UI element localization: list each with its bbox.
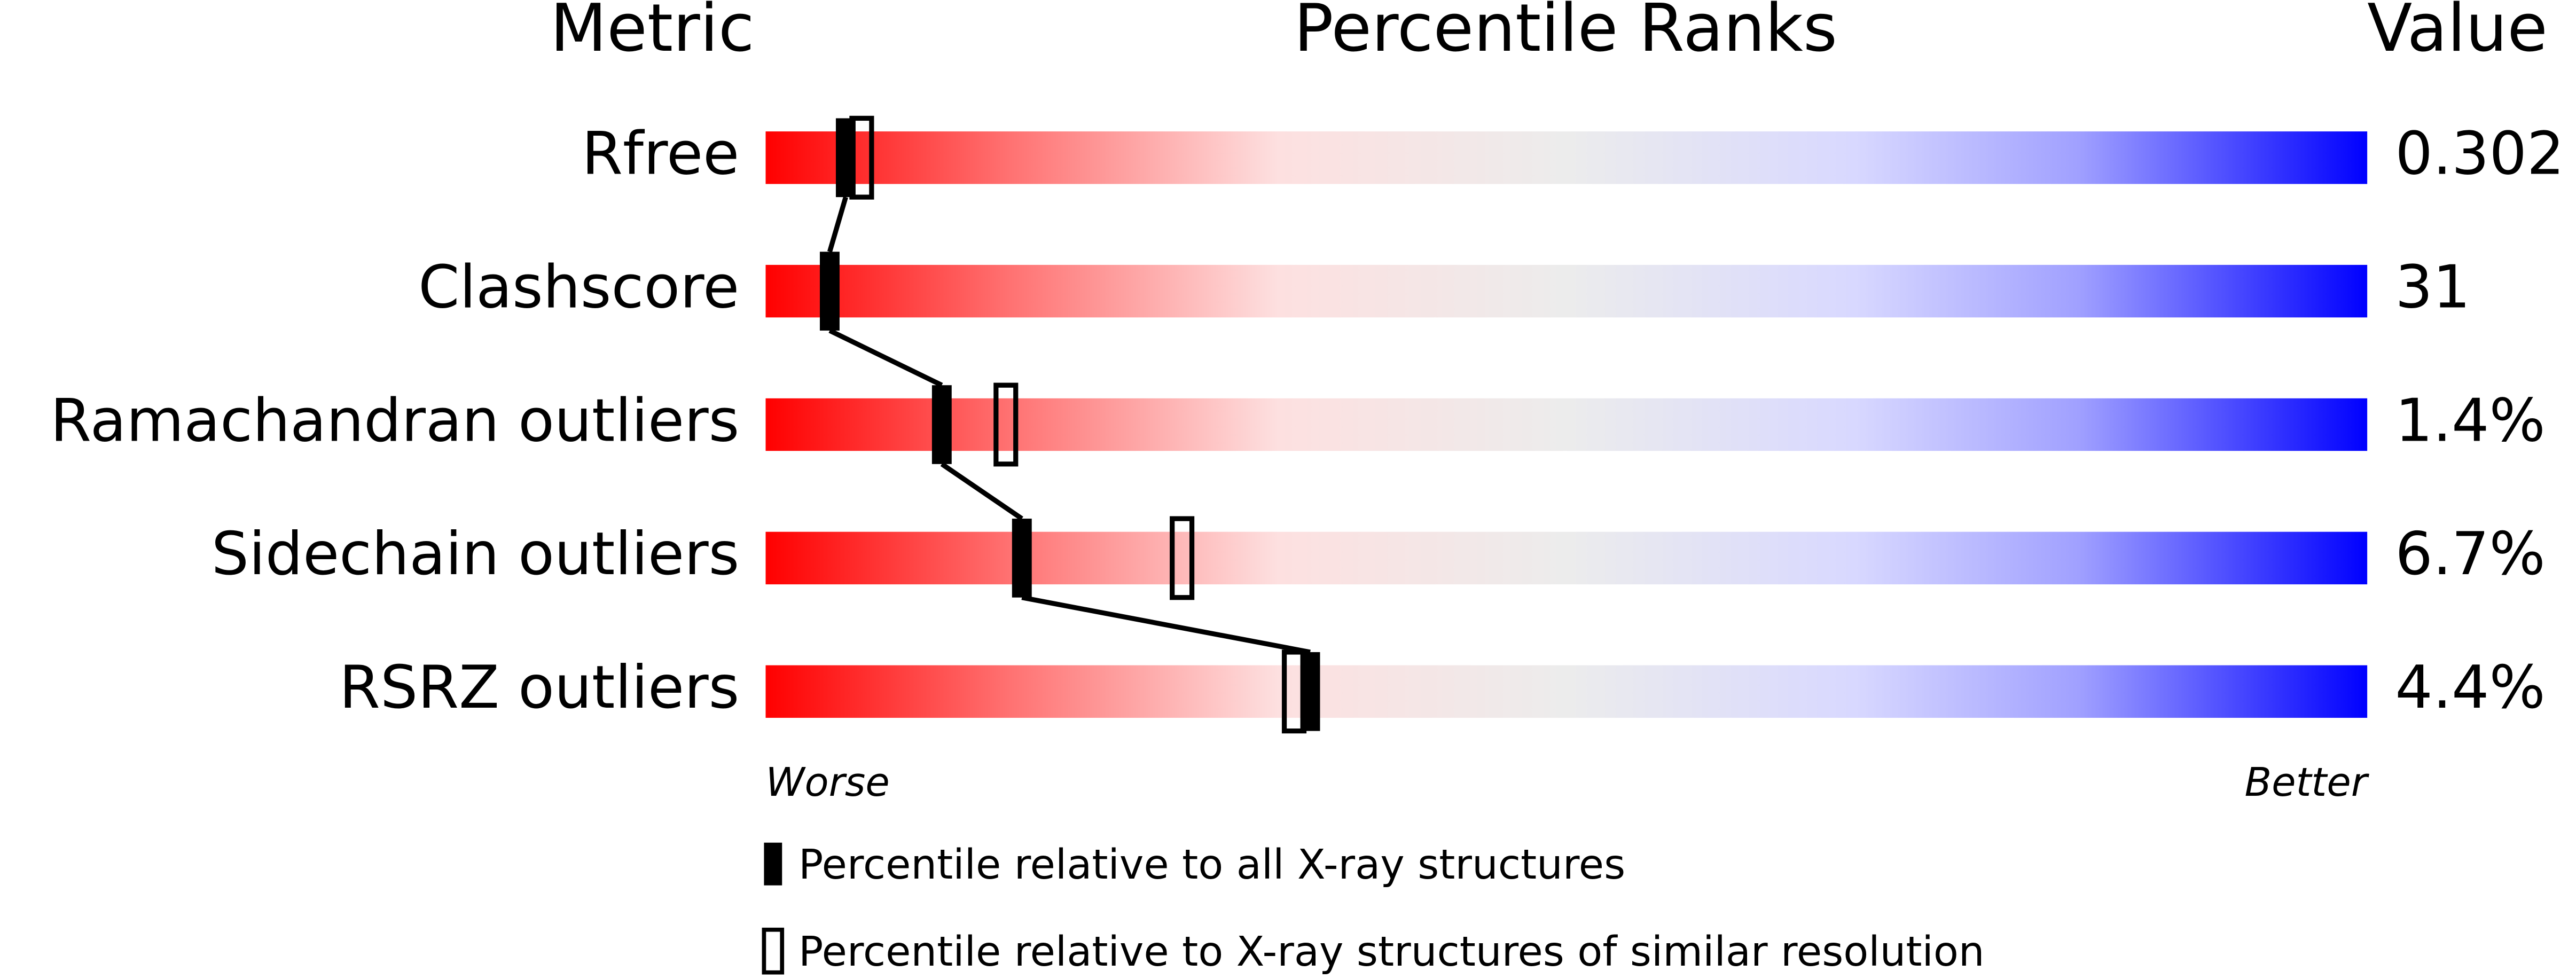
percentile-bar [765,264,2368,318]
metric-label: Rfree [582,120,739,189]
legend-swatch [764,842,782,886]
legend-label: Percentile relative to all X-ray structu… [798,841,1625,889]
metric-value: 0.302 [2395,120,2564,189]
percentile-bar [765,131,2368,184]
marker-open [993,382,1019,467]
legend-label: Percentile relative to X-ray structures … [798,928,1985,976]
metric-value: 4.4% [2395,653,2545,722]
marker-filled [1300,652,1320,731]
worse-label: Worse [765,759,889,805]
connector-line [827,196,848,253]
metric-header: Metric [550,0,754,67]
connector-line [828,328,943,388]
percentile-bar [765,665,2368,718]
marker-open [1170,516,1195,600]
metric-label: Sidechain outliers [212,520,740,589]
marker-filled [835,118,856,198]
marker-filled [931,385,952,464]
legend-swatch [762,927,785,975]
marker-filled [1012,519,1032,598]
metric-label: Clashscore [418,253,739,322]
metric-value: 6.7% [2395,520,2545,589]
metric-label: RSRZ outliers [339,653,739,722]
metric-value: 31 [2395,253,2470,322]
percentile-bar [765,398,2368,451]
connector-line [1021,595,1311,655]
value-header: Value [2367,0,2548,67]
metric-label: Ramachandran outliers [50,386,739,455]
ranks-header: Percentile Ranks [1294,0,1837,67]
better-label: Better [2244,759,2369,805]
marker-filled [819,252,840,331]
percentile-bar [765,531,2368,585]
connector-line [940,462,1023,521]
metric-value: 1.4% [2395,386,2545,455]
